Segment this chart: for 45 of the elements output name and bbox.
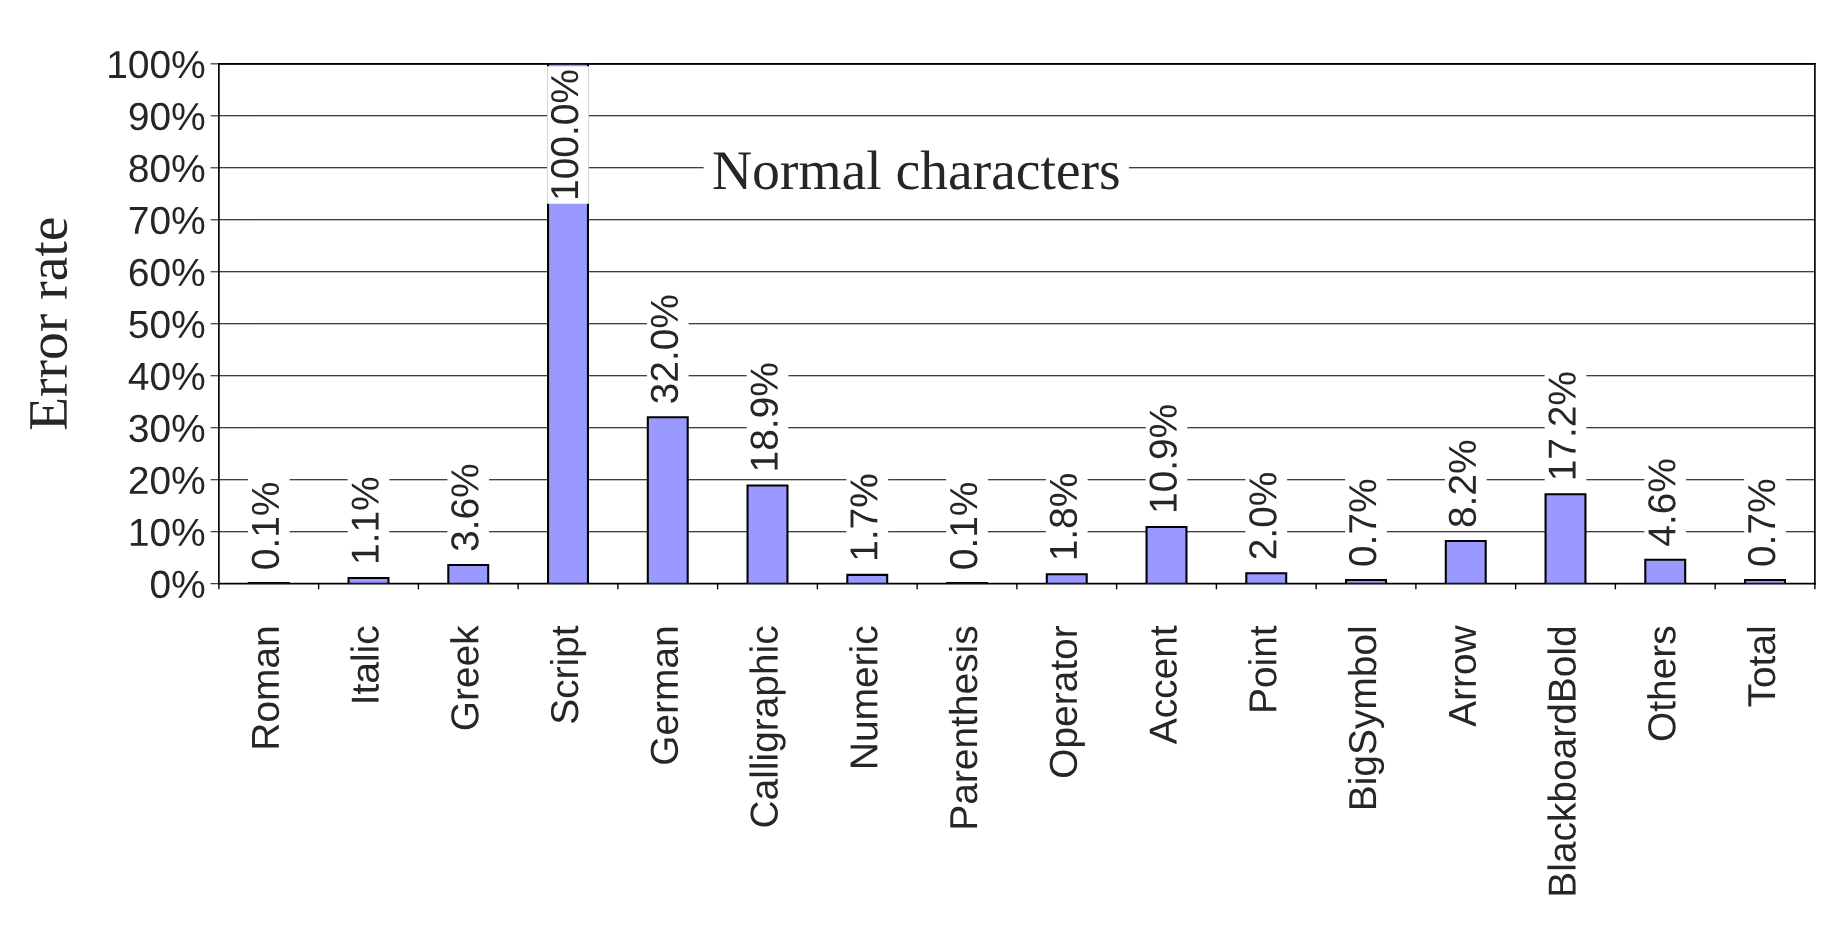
data-label: 0.7% [1747, 479, 1776, 566]
x-tick-label: Italic [350, 626, 379, 702]
x-tick-label: Roman [252, 627, 280, 748]
x-tick-label: Operator [1049, 625, 1085, 777]
data-label: 100.0% [550, 70, 579, 198]
data-label: 0.1% [251, 482, 280, 569]
x-tick-label: Others [1647, 626, 1676, 741]
y-tick-label: 40% [128, 362, 205, 391]
x-tick-label: Calligraphic [749, 626, 786, 827]
x-tick-label: Numeric [849, 626, 878, 767]
y-tick-label: 70% [129, 206, 205, 235]
y-tick-label: 30% [129, 414, 205, 443]
x-tick-label: Accent [1149, 625, 1177, 745]
data-label: 1.1% [351, 477, 379, 562]
y-tick-label: 80% [129, 154, 205, 183]
y-axis-title: Error rate [30, 218, 68, 430]
x-tick-label: Point [1248, 625, 1277, 711]
data-label: 0.1% [949, 482, 978, 569]
x-tick-label: Greek [450, 625, 479, 730]
data-label: 8.2% [1448, 440, 1477, 527]
x-tick-label: German [650, 627, 679, 764]
y-tick-label: 0% [151, 570, 205, 599]
y-tick-label: 20% [129, 466, 205, 495]
x-tick-label: Total [1746, 627, 1776, 707]
y-tick-label: 50% [129, 310, 205, 339]
x-tick-label: Parenthesis [948, 626, 978, 828]
data-label: 4.6% [1648, 459, 1676, 546]
annotation: Normal characters [713, 150, 1119, 190]
data-label: 2.0% [1249, 473, 1277, 559]
x-tick-label: BlackboardBold [1547, 627, 1576, 895]
x-tick-label: Script [549, 625, 587, 723]
data-label: 1.8% [1049, 474, 1078, 559]
data-label: 18.9% [750, 363, 778, 470]
y-tick-label: 60% [129, 258, 205, 287]
data-label: 0.7% [1348, 479, 1377, 566]
y-tick-label: 10% [130, 518, 205, 547]
y-tick-label: 90% [129, 102, 205, 131]
x-tick-label: BigSymbol [1347, 627, 1385, 809]
x-tick-label: Arrow [1449, 625, 1477, 727]
y-tick-label: 100% [109, 50, 205, 79]
data-label: 10.9% [1149, 405, 1177, 512]
data-label: 3.6% [451, 464, 479, 551]
data-label: 17.2% [1548, 372, 1576, 479]
data-label: 32.0% [650, 295, 679, 403]
data-label: 1.7% [850, 474, 878, 559]
